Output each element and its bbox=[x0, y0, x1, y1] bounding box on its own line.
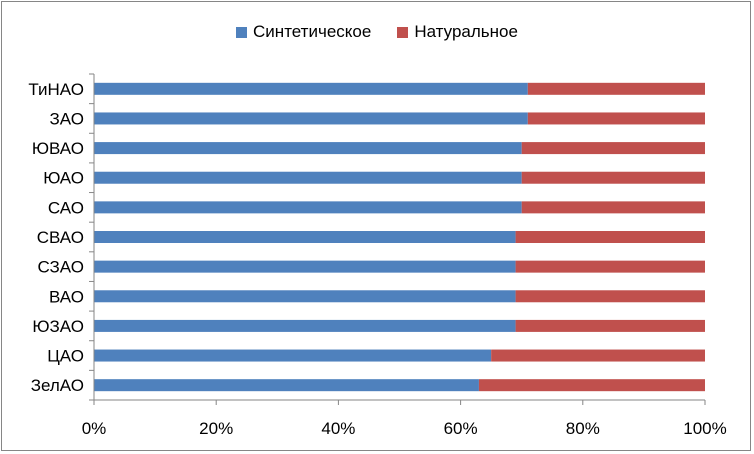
y-tick-label-10: ЗелАО bbox=[31, 376, 84, 395]
bar-natural-8 bbox=[515, 319, 705, 332]
y-tick-label-9: ЦАО bbox=[47, 347, 84, 366]
y-tick-label-1: ЗАО bbox=[50, 109, 84, 128]
bar-synthetic-9 bbox=[94, 349, 492, 362]
bar-natural-0 bbox=[527, 82, 705, 95]
bar-synthetic-2 bbox=[94, 142, 522, 155]
bar-natural-9 bbox=[491, 349, 705, 362]
bar-synthetic-3 bbox=[94, 171, 522, 184]
legend-swatch-natural bbox=[397, 26, 409, 38]
bar-natural-5 bbox=[515, 231, 705, 243]
y-tick-label-5: СВАО bbox=[37, 228, 84, 247]
bar-synthetic-8 bbox=[94, 319, 516, 332]
x-tick-label-2: 40% bbox=[321, 419, 355, 438]
bar-natural-4 bbox=[521, 201, 705, 214]
x-tick-label-1: 20% bbox=[199, 419, 233, 438]
y-tick-label-4: САО bbox=[48, 198, 84, 217]
y-tick-label-7: ВАО bbox=[49, 287, 84, 306]
legend: Синтетическое Натуральное bbox=[0, 22, 754, 42]
bar-synthetic-6 bbox=[94, 260, 516, 273]
legend-label-synthetic: Синтетическое bbox=[253, 22, 372, 41]
legend-swatch-synthetic bbox=[236, 26, 248, 38]
bar-synthetic-4 bbox=[94, 201, 522, 214]
bar-synthetic-0 bbox=[94, 82, 528, 95]
x-tick-label-5: 100% bbox=[683, 419, 726, 438]
bar-synthetic-7 bbox=[94, 290, 516, 303]
y-tick-label-2: ЮВАО bbox=[32, 139, 84, 158]
bar-natural-10 bbox=[478, 379, 705, 392]
legend-label-natural: Натуральное bbox=[414, 22, 518, 41]
bar-natural-1 bbox=[527, 112, 705, 125]
y-tick-label-6: СЗАО bbox=[37, 258, 84, 277]
x-tick-label-3: 60% bbox=[444, 419, 478, 438]
y-tick-label-0: ТиНАО bbox=[28, 80, 84, 99]
bar-synthetic-10 bbox=[94, 379, 479, 392]
legend-item-natural: Натуральное bbox=[397, 22, 518, 42]
bar-synthetic-1 bbox=[94, 112, 528, 125]
x-tick-label-4: 80% bbox=[566, 419, 600, 438]
bar-natural-2 bbox=[521, 142, 705, 155]
bar-natural-6 bbox=[515, 260, 705, 273]
y-tick-label-3: ЮАО bbox=[43, 169, 84, 188]
legend-item-synthetic: Синтетическое bbox=[236, 22, 371, 42]
bar-synthetic-5 bbox=[94, 231, 516, 243]
x-tick-label-0: 0% bbox=[82, 419, 107, 438]
bar-natural-7 bbox=[515, 290, 705, 303]
y-tick-label-8: ЮЗАО bbox=[32, 317, 84, 336]
bar-natural-3 bbox=[521, 171, 705, 184]
